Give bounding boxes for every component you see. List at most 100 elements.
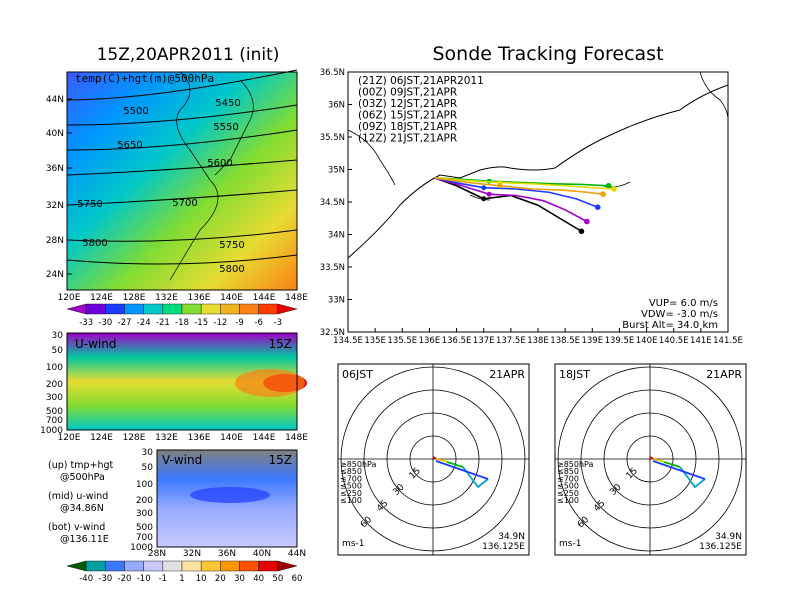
colorbar-swatch	[85, 303, 106, 315]
contour-line	[66, 229, 298, 242]
colorbar-label: 30	[234, 574, 245, 584]
pressure-tick-label: 300	[136, 509, 153, 519]
hodograph-trace	[446, 461, 464, 468]
track-point	[497, 183, 503, 189]
lon-tick-label: 128E	[123, 433, 146, 443]
wind-colorbar: -40 -30 -20 -10 -1 1 10 20 30 40 50 60	[66, 560, 303, 584]
colorbar-label: 1	[179, 574, 184, 584]
lon-tick-label: 137.5E	[496, 336, 526, 346]
colorbar-label: -10	[137, 574, 151, 584]
lat-tick-label: 32N	[183, 549, 201, 559]
hodograph-trace	[679, 466, 706, 489]
legend-entry: (00Z) 09JST,21APR	[358, 87, 457, 99]
colorbar-label: -15	[194, 318, 208, 328]
param-vup: VUP= 6.0 m/s	[649, 298, 718, 309]
hodograph-unit: ms-1	[342, 539, 364, 549]
lat-tick-label: 32N	[46, 201, 64, 211]
temp-colorbar: -33 -30 -27 -24 -21 -18 -15 -12 -9 -6 -3	[66, 303, 298, 328]
colorbar-swatch	[124, 303, 144, 315]
colorbar-label: 10	[196, 574, 207, 584]
level-label: ≤850	[557, 467, 579, 476]
coast-east	[699, 71, 729, 121]
lat-tick-label: 40N	[253, 549, 271, 559]
hodograph-trace	[657, 459, 665, 463]
hodograph-lat: 34.9N	[498, 532, 525, 542]
contour-label: 5500	[123, 106, 148, 117]
legend-entry: (06Z) 15JST,21APR	[358, 110, 457, 122]
colorbar-swatch	[105, 560, 125, 572]
contour-label: 5750	[219, 240, 244, 251]
pressure-tick-label: 100	[136, 480, 153, 490]
colorbar-label: -33	[79, 318, 93, 328]
track-point	[481, 196, 487, 202]
colorbar-swatch	[239, 303, 259, 315]
lon-tick-label: 138E	[527, 336, 549, 346]
contour-labels: 5450 5500 5550 5600 5650 5700 5750 5750 5800 5800	[77, 98, 244, 275]
pressure-tick-label: 100	[46, 363, 63, 373]
hodograph-lon: 136.125E	[482, 542, 525, 552]
colorbar-label: -24	[137, 318, 151, 328]
pressure-tick-label: 200	[136, 496, 153, 506]
tracking-lon-ticks: 134.5E 135E 135.5E 136E 136.5E 137E 137.5E 138E…	[333, 328, 743, 346]
param-vdw: VDW= -3.0 m/s	[641, 309, 718, 320]
hodograph-unit: ms-1	[559, 539, 581, 549]
hodograph-trace	[435, 460, 489, 480]
contour-label: 5450	[215, 98, 240, 109]
param-burst: Burst Alt= 34.0 km	[622, 320, 718, 331]
lat-tick-label: 36N	[328, 101, 345, 111]
lon-tick-label: 140E	[220, 293, 243, 303]
vwind-label: V-wind	[162, 453, 202, 467]
colorbar-swatch	[143, 560, 164, 572]
hodograph-trace	[652, 458, 659, 461]
lon-tick-label: 135E	[364, 336, 386, 346]
note-line: (bot) v-wind	[48, 522, 105, 533]
level-label: ≤850	[340, 467, 362, 476]
lon-tick-label: 140E	[636, 336, 658, 346]
tracking-frame	[347, 71, 729, 333]
lon-tick-label: 140E	[220, 433, 243, 443]
level-label: ≤700	[557, 474, 579, 483]
level-label: ≥850hPa	[557, 460, 594, 469]
colorbar-swatch	[85, 560, 106, 572]
lon-tick-label: 120E	[58, 433, 81, 443]
contour-line	[66, 254, 298, 265]
colorbar-swatch	[181, 560, 202, 572]
track-endpoint	[594, 204, 601, 210]
track-line	[434, 177, 599, 208]
pressure-tick-label: 700	[46, 416, 63, 426]
colorbar-label: 60	[292, 574, 303, 584]
lat-tick-label: 36N	[46, 164, 64, 174]
track-line	[434, 177, 615, 190]
colorbar-swatch	[162, 560, 183, 572]
colorbar-swatch	[143, 303, 164, 315]
lon-tick-label: 148E	[285, 433, 308, 443]
track-endpoint	[605, 182, 612, 189]
lon-tick-label: 138.5E	[550, 336, 580, 346]
tracking-panel: 36.5N 36N 35.5N 35N 34.5N 34N 33.5N 33N 32.5N 13…	[320, 68, 743, 346]
lat-tick-label: 33N	[328, 296, 345, 306]
colorbar-label: 50	[272, 574, 283, 584]
colorbar-label: -21	[156, 318, 170, 328]
colorbar-label: -30	[98, 318, 112, 328]
lon-tick-label: 124E	[90, 293, 113, 303]
lon-tick-label: 144E	[253, 433, 276, 443]
hodograph-18jst: 18JST 21APR15304560≥850hPa≤850≤700≤500≤25…	[554, 363, 747, 556]
map-lat-ticks: 44N 40N 36N 32N 28N 24N	[46, 95, 72, 280]
sonde-tracks	[434, 177, 617, 235]
pressure-tick-label: 1000	[130, 543, 153, 553]
colorbar-swatch	[66, 560, 87, 572]
contour-line	[66, 69, 298, 101]
hodograph-frame	[337, 363, 530, 556]
colorbar-swatch	[181, 303, 202, 315]
lon-tick-label: 137E	[473, 336, 495, 346]
hodograph-date: 21APR	[706, 368, 742, 381]
pressure-tick-label: 30	[142, 448, 154, 458]
lon-tick-label: 141.5E	[713, 336, 743, 346]
lat-tick-label: 28N	[46, 236, 64, 246]
lon-tick-label: 139E	[581, 336, 603, 346]
uwind-label: U-wind	[75, 337, 116, 351]
